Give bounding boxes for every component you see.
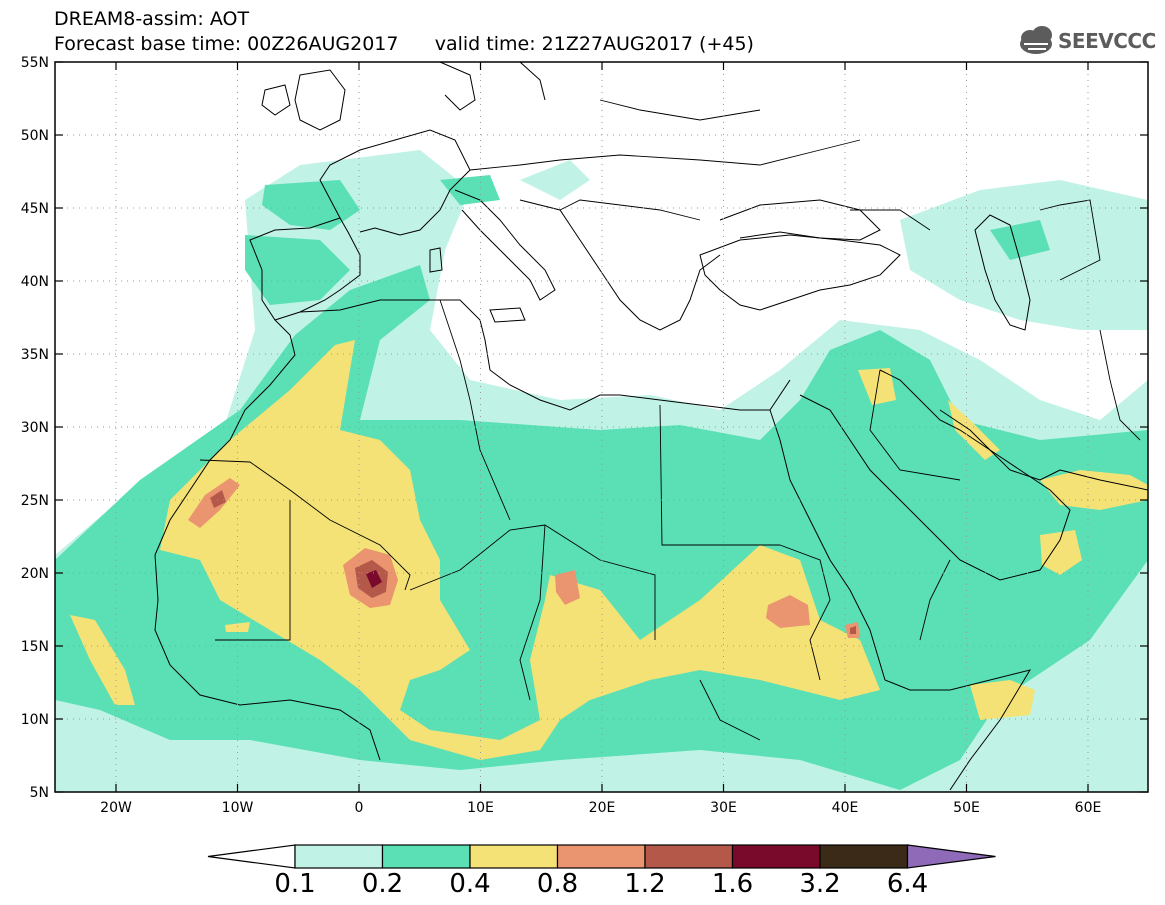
- colorbar-swatch: [731, 844, 821, 869]
- lon-label: 50E: [953, 800, 980, 816]
- lat-label: 45N: [21, 201, 49, 217]
- lat-label: 5N: [30, 785, 49, 801]
- colorbar-label: 0.1: [274, 869, 316, 899]
- lon-label: 10E: [467, 800, 494, 816]
- colorbar-swatch: [819, 844, 909, 869]
- logo-text: SEEVCCC: [1058, 29, 1156, 53]
- map-subtitle: Forecast base time: 00Z26AUG2017 valid t…: [54, 33, 754, 55]
- graticule: [55, 62, 1148, 792]
- colorbar-label: 0.2: [361, 869, 404, 899]
- colorbar-label: 3.2: [799, 869, 841, 899]
- lat-labels: 55N 50N 45N 40N 35N 30N 25N 20N 15N 10N 5N: [21, 55, 49, 801]
- lon-label: 40E: [832, 800, 859, 816]
- colorbar-swatch: [469, 844, 559, 869]
- lat-label: 15N: [21, 639, 49, 655]
- lat-label: 25N: [21, 493, 49, 509]
- colorbar-swatch: [294, 844, 384, 869]
- colorbar-label: 1.2: [624, 869, 666, 899]
- borders: [199, 99, 1141, 741]
- colorbar-label: 1.6: [711, 869, 754, 899]
- lat-label: 10N: [21, 712, 49, 728]
- lon-label: 0: [355, 800, 364, 816]
- lon-labels: 20W 10W 0 10E 20E 30E 40E 50E 60E: [100, 800, 1101, 816]
- map-title: DREAM8-assim: AOT: [54, 8, 250, 30]
- colorbar-swatch: [556, 844, 646, 869]
- colorbar-label: 0.4: [449, 869, 491, 899]
- colorbar-swatch: [381, 844, 471, 869]
- colorbar-label: 6.4: [886, 869, 929, 899]
- lon-label: 20E: [589, 800, 616, 816]
- axis-ticks: [55, 61, 1148, 793]
- lat-label: 55N: [21, 55, 49, 71]
- lat-label: 30N: [21, 420, 49, 436]
- colorbar-swatch: [644, 844, 734, 869]
- lon-label: 60E: [1075, 800, 1102, 816]
- colorbar: [207, 844, 996, 869]
- lat-label: 50N: [21, 128, 49, 144]
- cloud-icon: [1020, 26, 1052, 54]
- colorbar-under-triangle: [207, 844, 296, 869]
- lon-label: 30E: [710, 800, 737, 816]
- lat-label: 40N: [21, 274, 49, 290]
- lon-label: 10W: [222, 800, 254, 816]
- lat-label: 35N: [21, 347, 49, 363]
- colorbar-label: 0.8: [536, 869, 579, 899]
- colorbar-over-triangle: [906, 844, 996, 869]
- lat-label: 20N: [21, 566, 49, 582]
- lon-label: 20W: [100, 800, 132, 816]
- coastlines: [154, 62, 1148, 791]
